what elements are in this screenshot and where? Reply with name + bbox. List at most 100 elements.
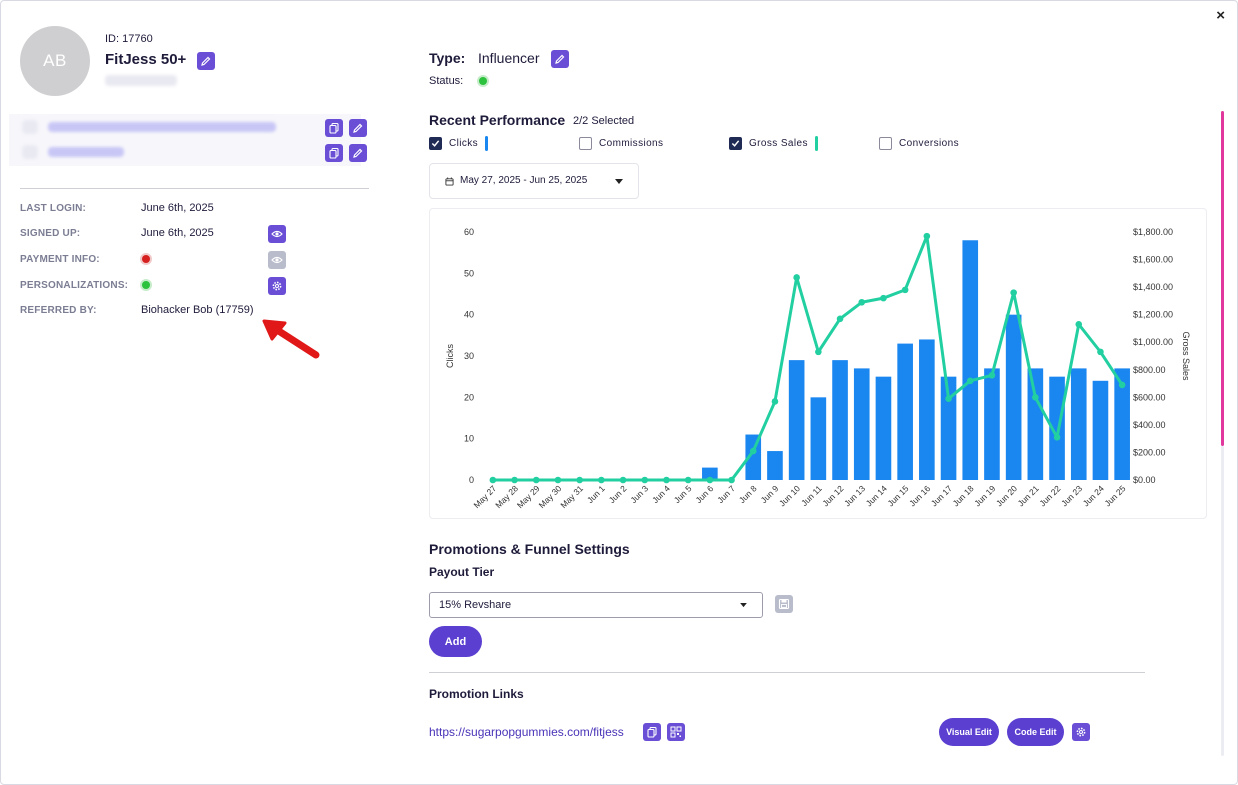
performance-title: Recent Performance: [429, 112, 566, 128]
redacted-phone: [48, 147, 124, 157]
clicks-bar: [810, 397, 827, 480]
view-signup-button[interactable]: [268, 225, 286, 243]
edit-type-button[interactable]: [551, 50, 569, 68]
clicks-bar: [702, 467, 718, 480]
y2-tick-label: $1,400.00: [1133, 282, 1173, 292]
x-tick-label: Jun 8: [737, 483, 759, 505]
x-tick-label: Jun 22: [1037, 483, 1062, 508]
gross-sales-point: [901, 286, 909, 294]
qr-code-icon: [670, 726, 682, 738]
edit-name-button[interactable]: [197, 52, 215, 70]
gross-sales-point: [511, 476, 518, 484]
x-tick-label: Jun 14: [864, 483, 889, 508]
clicks-checkbox[interactable]: [429, 137, 442, 150]
x-tick-label: Jun 15: [885, 483, 910, 508]
view-payment-button[interactable]: [268, 251, 286, 269]
pencil-icon: [201, 56, 211, 66]
edit-email-button[interactable]: [349, 119, 367, 137]
x-tick-label: Jun 2: [607, 483, 629, 505]
gross-sales-point: [923, 232, 931, 240]
divider: [429, 672, 1145, 673]
link-settings-button[interactable]: [1072, 723, 1090, 741]
gross-sales-point: [1053, 433, 1061, 441]
referred-by-value[interactable]: Biohacker Bob (17759): [141, 304, 254, 316]
gross-sales-point: [988, 371, 996, 379]
commissions-checkbox[interactable]: [579, 137, 592, 150]
x-tick-label: Jun 16: [907, 483, 932, 508]
add-button[interactable]: Add: [429, 626, 482, 657]
eye-icon: [271, 256, 283, 264]
gross-sales-point: [793, 274, 800, 281]
gross-sales-point: [858, 298, 866, 306]
x-tick-label: Jun 4: [650, 483, 672, 505]
conversions-checkbox[interactable]: [879, 137, 892, 150]
gross-sales-legend-swatch: [815, 136, 818, 151]
scrollbar-thumb[interactable]: [1221, 111, 1224, 446]
gross-sales-point: [945, 395, 952, 403]
gross-sales-checkbox[interactable]: [729, 137, 742, 150]
code-edit-button[interactable]: Code Edit: [1007, 718, 1064, 746]
x-tick-label: May 29: [515, 483, 542, 510]
gear-icon: [272, 281, 282, 291]
performance-chart-container: 0 10 20 30 40 50 60 $0.00 $200.00 $400.00 $600.00 $…: [429, 208, 1207, 519]
save-payout-button[interactable]: [775, 595, 793, 613]
x-tick-label: Jun 25: [1102, 483, 1127, 508]
gross-sales-point: [1097, 348, 1104, 356]
clicks-bar: [962, 240, 979, 480]
personalizations-settings-button[interactable]: [268, 277, 286, 295]
personalizations-status-dot: [142, 281, 150, 289]
signed-up-value: June 6th, 2025: [141, 227, 214, 239]
gross-sales-point: [749, 447, 757, 455]
x-tick-label: May 27: [471, 483, 498, 510]
y-tick-label: 10: [464, 434, 474, 444]
clicks-bar: [1114, 368, 1130, 480]
clicks-bar: [875, 376, 892, 480]
status-label: Status:: [429, 75, 464, 87]
x-tick-label: Jun 6: [693, 483, 715, 505]
x-tick-label: Jun 24: [1081, 483, 1106, 508]
qr-code-button[interactable]: [667, 723, 685, 741]
clicks-bar: [745, 434, 762, 480]
date-range-text: May 27, 2025 - Jun 25, 2025: [460, 175, 588, 186]
copy-link-button[interactable]: [643, 723, 661, 741]
conversions-label: Conversions: [899, 138, 959, 149]
gross-sales-point: [1032, 394, 1039, 401]
gross-sales-point: [554, 476, 562, 484]
clicks-label: Clicks: [449, 138, 479, 149]
clicks-bar: [1092, 380, 1109, 480]
x-tick-label: Jun 1: [585, 483, 607, 505]
gross-sales-point: [815, 348, 822, 356]
close-button[interactable]: ×: [1216, 7, 1225, 24]
clicks-bar: [853, 368, 870, 480]
x-tick-label: Jun 21: [1016, 483, 1041, 508]
payout-tier-select[interactable]: 15% Revshare: [429, 592, 763, 618]
scrollbar-track[interactable]: [1221, 446, 1224, 756]
gross-sales-point: [880, 294, 887, 302]
edit-phone-button[interactable]: [349, 144, 367, 162]
copy-icon: [329, 122, 339, 134]
commissions-label: Commissions: [599, 138, 664, 149]
personalizations-label: PERSONALIZATIONS:: [20, 280, 129, 291]
y-tick-label: 60: [464, 227, 474, 237]
copy-phone-button[interactable]: [325, 144, 343, 162]
copy-email-button[interactable]: [325, 119, 343, 137]
promotion-links-title: Promotion Links: [429, 687, 524, 701]
date-range-picker[interactable]: May 27, 2025 - Jun 25, 2025: [429, 163, 639, 199]
gross-sales-point: [663, 476, 670, 484]
x-tick-label: Jun 10: [777, 483, 802, 508]
visual-edit-button[interactable]: Visual Edit: [939, 718, 999, 746]
x-tick-label: May 28: [493, 483, 520, 510]
gross-sales-point: [619, 476, 627, 484]
performance-selected-count: 2/2 Selected: [573, 115, 635, 127]
gross-sales-point: [576, 476, 583, 484]
clicks-bar: [788, 360, 805, 480]
pencil-icon: [353, 123, 363, 133]
user-id: ID: 17760: [105, 33, 153, 45]
gear-icon: [1076, 727, 1086, 737]
gross-sales-point: [489, 476, 497, 484]
y-tick-label: 20: [464, 392, 474, 402]
y2-tick-label: $1,000.00: [1133, 337, 1173, 347]
promotion-link[interactable]: https://sugarpopgummies.com/fitjess: [429, 725, 624, 739]
annotation-arrow-icon: [262, 319, 320, 359]
clicks-bar: [940, 376, 957, 480]
